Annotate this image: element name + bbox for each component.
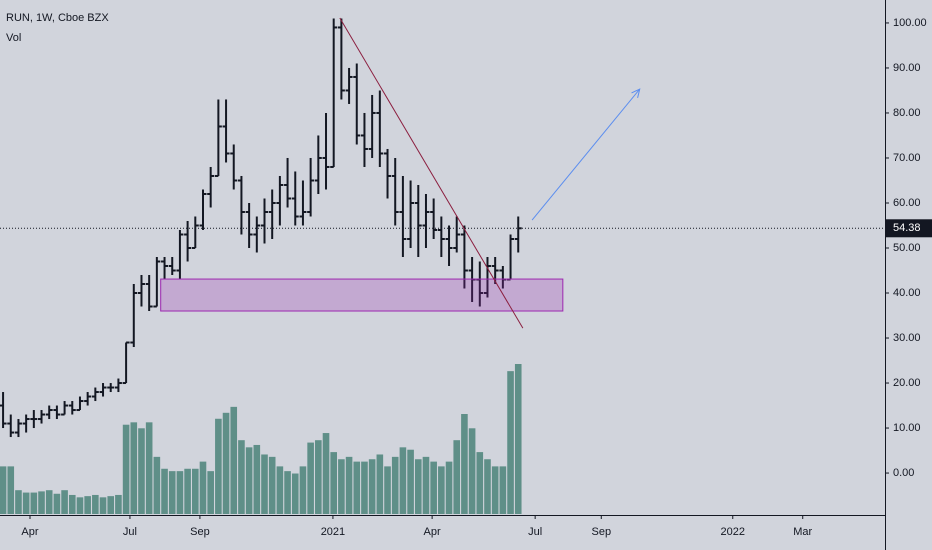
x-tick-label: Sep: [591, 526, 611, 538]
volume-bar: [207, 471, 214, 514]
volume-bar: [184, 468, 191, 514]
volume-bar: [284, 471, 291, 514]
volume-bar: [115, 494, 122, 514]
volume-bar: [122, 424, 130, 514]
volume-bar: [391, 456, 399, 514]
volume-bar: [461, 414, 468, 514]
volume-bar: [468, 428, 476, 514]
x-tick-label: Jul: [528, 526, 542, 538]
support-zone: [160, 278, 564, 312]
volume-bar: [215, 418, 222, 514]
x-tick-label: 2021: [321, 526, 345, 538]
symbol-title: RUN, 1W, Cboe BZX: [6, 12, 109, 24]
volume-bar: [99, 497, 107, 514]
x-tick-label: 2022: [721, 526, 745, 538]
volume-bar: [345, 456, 353, 514]
volume-bar: [268, 456, 276, 514]
y-tick-label: 10.00: [893, 422, 921, 434]
volume-bar: [430, 461, 437, 514]
volume-bar: [422, 456, 430, 514]
volume-bar: [53, 493, 61, 514]
volume-bar: [199, 461, 207, 514]
y-tick-label: 100.00: [893, 17, 927, 29]
x-tick-label: Sep: [190, 526, 210, 538]
volume-bar: [38, 491, 45, 514]
volume-bar: [315, 440, 322, 514]
y-tick-label: 0.00: [893, 467, 914, 479]
volume-bar: [353, 461, 361, 514]
volume-bar: [222, 412, 230, 514]
y-tick-label: 90.00: [893, 62, 921, 74]
volume-bar: [514, 364, 522, 514]
volume-bar: [176, 471, 184, 514]
volume-bar: [368, 459, 376, 514]
volume-bar: [0, 466, 7, 514]
volume-bar: [168, 471, 176, 514]
volume-bar: [7, 466, 15, 514]
volume-bar: [491, 466, 499, 514]
volume-bar: [338, 459, 345, 514]
x-tick-label: Jul: [123, 526, 137, 538]
x-tick-label: Apr: [424, 526, 441, 538]
volume-bar: [407, 449, 414, 514]
volume-bar: [384, 466, 391, 514]
y-tick-label: 70.00: [893, 152, 921, 164]
volume-bar: [276, 466, 284, 514]
y-tick-label: 60.00: [893, 197, 921, 209]
last-price-label: 54.38: [893, 222, 921, 234]
volume-bar: [45, 490, 53, 514]
volume-bar: [253, 444, 261, 514]
trendline: [339, 17, 524, 329]
volume-bar: [499, 466, 507, 514]
volume-bar: [15, 490, 22, 514]
volume-bar: [507, 371, 514, 514]
y-tick-label: 20.00: [893, 377, 921, 389]
volume-bar: [238, 440, 245, 514]
volume-bar: [245, 447, 253, 514]
volume-bar: [61, 490, 68, 514]
volume-bar: [138, 428, 145, 514]
y-tick-label: 50.00: [893, 242, 921, 254]
volume-bar: [68, 494, 76, 514]
volume-bar: [84, 496, 91, 514]
volume-bar: [361, 461, 368, 514]
volume-bar: [307, 442, 314, 514]
volume-bar: [145, 422, 153, 514]
volume-bar: [130, 422, 138, 514]
volume-bar: [476, 452, 484, 514]
volume-bar: [76, 497, 84, 514]
volume-bar: [107, 496, 115, 514]
arrow-head: [631, 88, 641, 98]
last-price-box: [886, 219, 932, 238]
volume-bar: [261, 454, 268, 514]
x-tick-label: Apr: [21, 526, 38, 538]
volume-bar: [291, 473, 299, 514]
volume-bar: [376, 454, 384, 514]
volume-bar: [445, 461, 453, 514]
volume-bar: [414, 459, 422, 514]
y-tick-label: 30.00: [893, 332, 921, 344]
volume-bar: [438, 466, 445, 514]
volume-bar: [153, 456, 161, 514]
volume-bar: [484, 459, 491, 514]
volume-bar: [330, 452, 338, 514]
y-tick-label: 40.00: [893, 287, 921, 299]
volume-bar: [453, 440, 461, 514]
volume-bar: [322, 433, 330, 514]
price-pane: [0, 17, 641, 438]
volume-bar: [92, 494, 99, 514]
volume-bar: [22, 492, 30, 514]
x-tick-label: Mar: [793, 526, 812, 538]
volume-bar: [299, 466, 307, 514]
arrow: [531, 88, 641, 221]
y-tick-label: 80.00: [893, 107, 921, 119]
volume-bar: [399, 447, 407, 514]
volume-bar: [161, 468, 168, 514]
volume-bar: [230, 406, 238, 514]
volume-bar: [191, 468, 199, 514]
volume-pane: [0, 364, 522, 514]
volume-bar: [30, 492, 38, 514]
volume-legend: Vol: [6, 32, 21, 44]
